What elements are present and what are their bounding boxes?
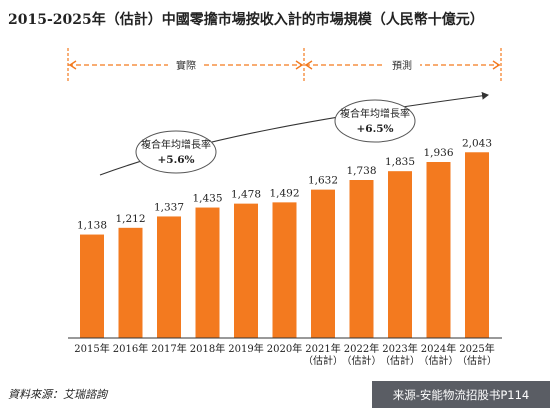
x-tick-label: （估計） [419,354,459,367]
value-labels: 1,138 1,212 1,337 1,435 1,478 1,492 1,632 1,738… [77,137,492,231]
x-tick-label: 2022年 [344,342,379,355]
bar-value-label: 2,043 [462,137,492,149]
source-note: 資料來源：艾瑞諮詢 [8,388,109,401]
bracket-arrow-mid-left-icon [295,60,304,70]
bar [465,152,489,338]
chart-title: 2015-2025年（估計）中國零擔市場按收入計的市場規模（人民幣十億元） [8,11,484,28]
x-tick-label: 2016年 [113,342,148,355]
bar-value-label: 1,337 [154,201,184,213]
x-tick-label: 2015年 [74,342,109,355]
bar [272,202,297,338]
x-tick-label: 2017年 [151,342,186,355]
bar-value-label: 1,632 [308,175,338,187]
bracket-arrow-right-icon [492,60,501,70]
cagr-annotation-2015-2020: 複合年均增長率 +5.6% [135,130,217,174]
cagr-value: +5.6% [157,154,194,166]
section-label-forecast: 預測 [392,59,412,72]
x-tick-label: （估計） [342,354,382,367]
bracket-arrow-mid-right-icon [304,60,313,70]
bar-series [80,152,489,338]
bar [157,216,181,338]
cagr-label: 複合年均增長率 [141,138,211,151]
x-tick-label: 2025年 [459,342,494,355]
bar-value-label: 1,435 [192,193,222,205]
x-tick-labels: 2015年 2016年 2017年 2018年 2019年 2020年 2021年（估計）2… [74,342,497,367]
cagr-ellipse [334,99,416,143]
cagr-value: +6.5% [356,123,393,135]
bar [80,234,104,338]
bar [118,227,143,338]
x-tick-label: 2021年 [305,342,340,355]
bar-value-label: 1,492 [269,187,299,199]
bar [349,180,374,338]
bar-value-label: 1,936 [423,147,453,159]
bar [388,171,412,338]
cagr-label: 複合年均增長率 [340,107,410,120]
x-tick-label: 2024年 [421,342,456,355]
watermark-text: 来源-安能物流招股书P114 [393,388,530,402]
bar-value-label: 1,212 [115,213,145,225]
x-tick-label: 2020年 [267,342,302,355]
x-tick-label: （估計） [380,354,420,367]
bar-value-label: 1,478 [231,189,261,201]
bar-value-label: 1,835 [385,156,415,168]
x-tick-label: 2023年 [382,342,417,355]
bar [311,189,335,338]
period-bracket: 實際 預測 [67,48,502,82]
actual-label-bg [168,57,204,73]
forecast-label-bg [384,57,420,73]
bracket-arrow-left-icon [68,60,77,70]
bar-value-label: 1,738 [346,165,376,177]
bar-value-label: 1,138 [77,220,107,232]
cagr-annotation-2020-2025: 複合年均增長率 +6.5% [334,99,416,143]
watermark-badge [372,381,550,408]
cagr-ellipse [135,130,217,174]
x-tick-label: （估計） [457,354,497,367]
bar [195,207,220,338]
bar [426,162,451,338]
x-tick-label: 2019年 [228,342,263,355]
x-tick-label: 2018年 [190,342,225,355]
section-label-actual: 實際 [176,59,196,72]
x-tick-label: （估計） [303,354,343,367]
bar [234,203,258,338]
